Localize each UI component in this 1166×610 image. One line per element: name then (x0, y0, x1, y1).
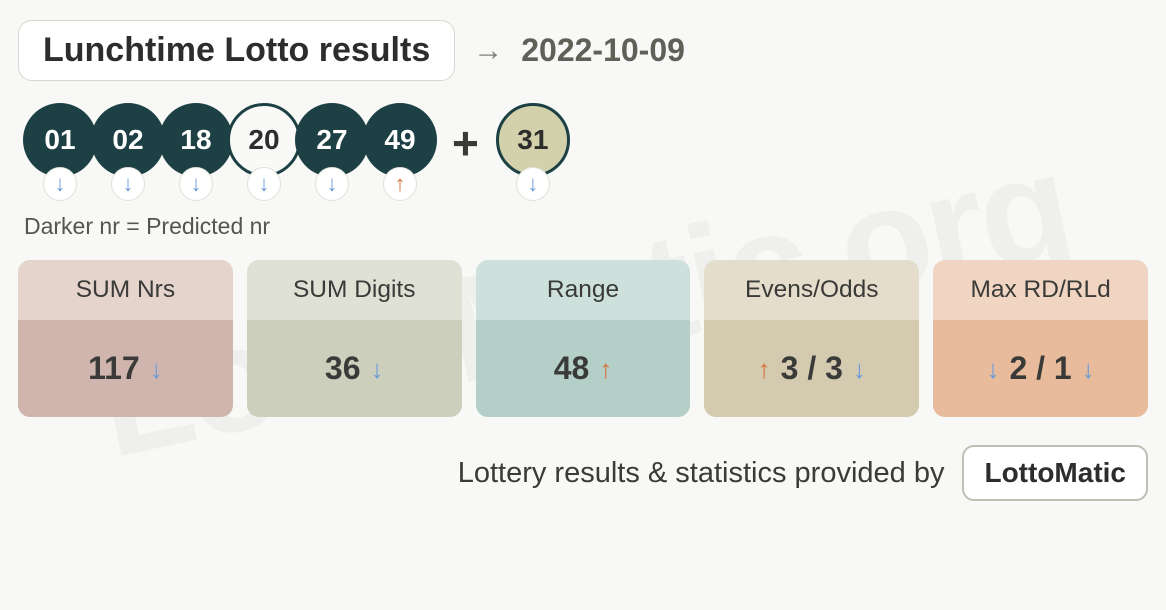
stat-number: 36 (325, 350, 361, 387)
arrow-down-icon: ↓ (43, 167, 77, 201)
lotto-ball: 02 (91, 103, 165, 177)
stat-label: Range (476, 260, 691, 320)
stat-number-pair: 3 / 3 (781, 350, 843, 387)
arrow-right-icon: → (473, 34, 503, 68)
stat-value: ↓ 2 / 1 ↓ (933, 320, 1148, 417)
stat-label: SUM Digits (247, 260, 462, 320)
lotto-ball: 27 (295, 103, 369, 177)
page-title: Lunchtime Lotto results (18, 20, 455, 81)
arrow-up-icon: ↑ (383, 167, 417, 201)
ball-wrap: 20↓ (226, 103, 302, 201)
lotto-ball: 20 (227, 103, 301, 177)
stat-label: SUM Nrs (18, 260, 233, 320)
lotto-ball: 01 (23, 103, 97, 177)
ball-wrap: 27↓ (294, 103, 370, 201)
ball-wrap: 31↓ (495, 103, 571, 201)
lotto-ball: 49 (363, 103, 437, 177)
balls-row: 01↓02↓18↓20↓27↓49↑+31↓ (18, 103, 1148, 201)
stat-card: SUM Nrs 117 ↓ (18, 260, 233, 417)
stat-card: Range 48 ↑ (476, 260, 691, 417)
ball-wrap: 18↓ (158, 103, 234, 201)
stat-number: 117 (88, 350, 140, 387)
arrow-down-icon: ↓ (179, 167, 213, 201)
stat-value: 117 ↓ (18, 320, 233, 417)
stat-card: Max RD/RLd ↓ 2 / 1 ↓ (933, 260, 1148, 417)
stat-value: 36 ↓ (247, 320, 462, 417)
footer-text: Lottery results & statistics provided by (458, 457, 945, 490)
arrow-up-icon: ↑ (758, 354, 771, 385)
arrow-down-icon: ↓ (315, 167, 349, 201)
stat-card: SUM Digits 36 ↓ (247, 260, 462, 417)
arrow-down-icon: ↓ (853, 354, 866, 385)
ball-wrap: 02↓ (90, 103, 166, 201)
lotto-ball: 31 (496, 103, 570, 177)
stat-label: Max RD/RLd (933, 260, 1148, 320)
stat-value: 48 ↑ (476, 320, 691, 417)
arrow-down-icon: ↓ (247, 167, 281, 201)
stats-row: SUM Nrs117↓SUM Digits36↓Range48↑Evens/Od… (18, 260, 1148, 417)
arrow-down-icon: ↓ (986, 354, 999, 385)
brand-badge: LottoMatic (962, 445, 1148, 501)
stat-label: Evens/Odds (704, 260, 919, 320)
stat-number-pair: 2 / 1 (1009, 350, 1071, 387)
stat-card: Evens/Odds ↑ 3 / 3 ↓ (704, 260, 919, 417)
stat-value: ↑ 3 / 3 ↓ (704, 320, 919, 417)
header-row: Lunchtime Lotto results → 2022-10-09 (18, 20, 1148, 81)
legend-text: Darker nr = Predicted nr (24, 213, 1148, 240)
arrow-down-icon: ↓ (1082, 354, 1095, 385)
arrow-down-icon: ↓ (516, 167, 550, 201)
plus-separator: + (452, 116, 479, 170)
arrow-up-icon: ↑ (599, 354, 612, 385)
arrow-down-icon: ↓ (150, 354, 163, 385)
footer-row: Lottery results & statistics provided by… (18, 445, 1148, 501)
lotto-ball: 18 (159, 103, 233, 177)
ball-wrap: 49↑ (362, 103, 438, 201)
arrow-down-icon: ↓ (370, 354, 383, 385)
ball-wrap: 01↓ (22, 103, 98, 201)
stat-number: 48 (554, 350, 590, 387)
result-date: 2022-10-09 (521, 32, 685, 69)
arrow-down-icon: ↓ (111, 167, 145, 201)
